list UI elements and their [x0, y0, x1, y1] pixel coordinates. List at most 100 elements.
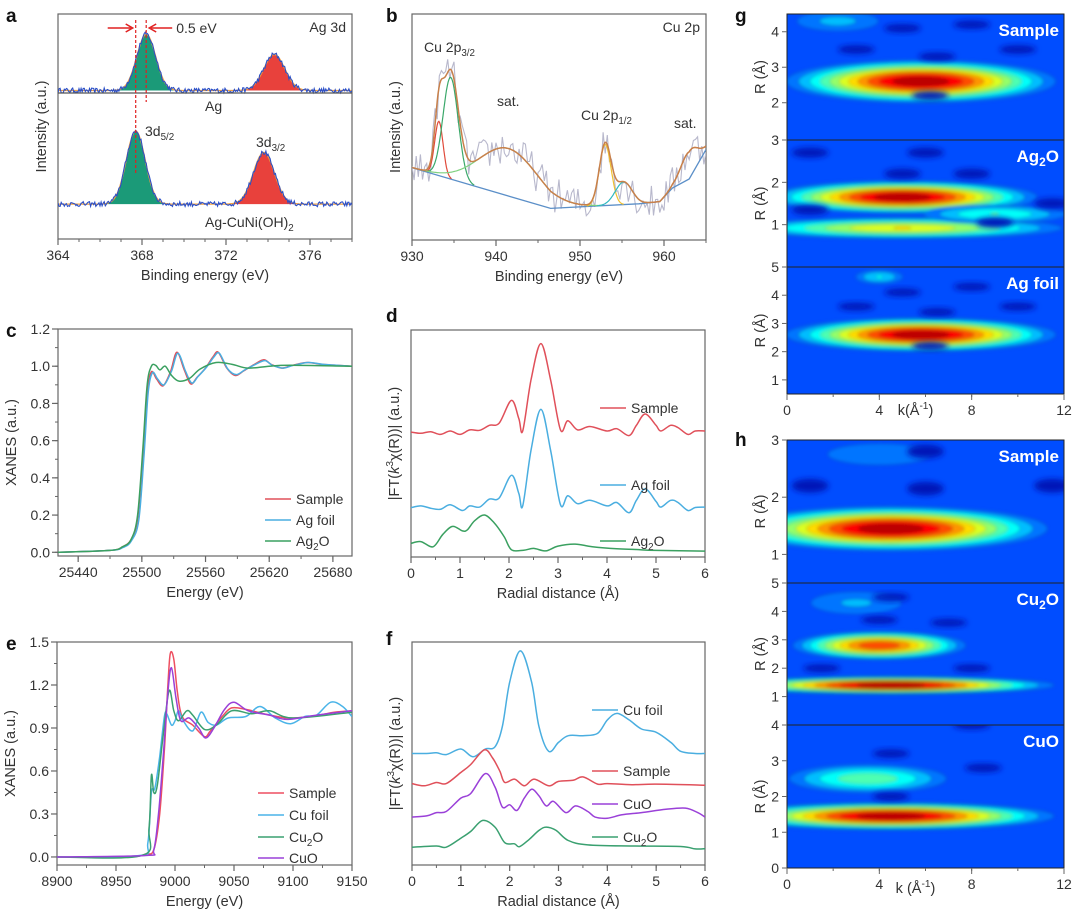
x-tick-label: 9150 — [336, 873, 367, 889]
contour-minimum — [976, 217, 1014, 228]
raw-data-line — [58, 31, 352, 95]
y-tick-label: 3 — [771, 315, 779, 331]
peak-label: sat. — [674, 115, 697, 131]
label-segment: sat. — [497, 93, 520, 109]
contour-minimum — [999, 302, 1037, 311]
legend-label: Sample — [296, 491, 344, 507]
label-segment: Cu — [623, 829, 641, 845]
contour-level — [856, 682, 926, 688]
panel-b: 930 940 950 960 Binding energy (eV) Intensity… — [386, 6, 707, 285]
series-line — [412, 772, 705, 820]
label-segment: sat. — [674, 115, 697, 131]
panel-c: 25440 25500 25560 25620 25680 0.0 0.2 0.4 0.6 0.8… — [4, 321, 353, 601]
y-tick-label: 0 — [771, 860, 779, 876]
label-segment: Sample — [631, 400, 679, 416]
peak-component-fill — [58, 34, 352, 91]
x-tick-label: 3 — [554, 565, 562, 581]
label-segment: |FT( — [388, 784, 404, 810]
panel-label: a — [6, 6, 17, 27]
y-tick-label: 5 — [771, 259, 779, 275]
y-tick-label: 3 — [771, 432, 779, 448]
x-tick-label: 364 — [46, 247, 70, 263]
label-segment: Cu 2p — [581, 107, 619, 123]
legend-label: Sample — [289, 785, 337, 801]
x-axis-title: Radial distance (Å) — [497, 585, 620, 602]
y-axis-title: R (Å) — [752, 187, 769, 221]
contour-level — [857, 523, 924, 534]
fit-component-line — [425, 120, 452, 180]
label-segment: R (Å) — [752, 637, 769, 671]
x-tick-label: 9050 — [218, 873, 249, 889]
label-segment: k — [388, 776, 404, 784]
x-tick-label: 25680 — [313, 564, 352, 580]
label-segment: Ag foil — [296, 512, 335, 528]
contour-group — [787, 180, 1064, 240]
panel-label: g — [735, 6, 747, 27]
legend-label: CuO — [289, 850, 318, 866]
contour-minimum — [907, 481, 944, 496]
label-segment: R (Å) — [752, 495, 769, 529]
x-tick-label: 4 — [603, 873, 611, 889]
label-segment: Ag — [631, 533, 648, 549]
peak-component-fill — [58, 131, 352, 205]
y-axis-title: R (Å) — [752, 637, 769, 671]
label-segment: Intensity (a.u.) — [34, 81, 50, 173]
arrow-left-icon — [147, 23, 173, 33]
contour-minimum — [872, 749, 910, 758]
y-tick-label: 4 — [771, 603, 779, 619]
contour-minimum — [872, 792, 910, 801]
x-axis-title: Energy (eV) — [166, 585, 243, 601]
x-tick-label: 368 — [130, 247, 154, 263]
y-tick-label: 0.6 — [31, 433, 51, 449]
legend-label: Ag foil — [296, 512, 335, 528]
contour-minimum — [791, 478, 829, 493]
contour-level — [892, 76, 950, 87]
y-tick-label: 4 — [771, 287, 779, 303]
contour-minimum — [918, 308, 956, 317]
contour-level — [892, 330, 950, 339]
x-axis-title: k (Å-1) — [896, 879, 936, 897]
x-tick-label: 6 — [701, 565, 709, 581]
legend-label: Cu foil — [623, 702, 663, 718]
label-segment: O — [319, 533, 330, 549]
contour-minimum — [953, 725, 991, 730]
label-segment: 2 — [307, 838, 312, 849]
contour-minimum — [953, 282, 991, 291]
contour-level — [874, 193, 931, 201]
contour-minimum — [907, 147, 944, 158]
label-segment: Binding energy (eV) — [141, 268, 269, 284]
contour-minimum — [918, 52, 956, 61]
raw-data-line — [412, 59, 706, 217]
label-segment: O — [654, 533, 665, 549]
label-segment: 2 — [313, 542, 318, 553]
x-tick-label: 8 — [968, 402, 976, 418]
contour-level — [990, 212, 1000, 216]
series-line — [411, 342, 705, 437]
label-segment: O — [1046, 147, 1059, 166]
label-segment: Binding energy (eV) — [495, 269, 623, 285]
label-segment: Ag — [205, 98, 222, 114]
x-tick-label: 25560 — [186, 564, 225, 580]
label-segment: O — [312, 829, 323, 845]
peak-label: 3d5/2 — [145, 123, 174, 143]
label-segment: O — [646, 829, 657, 845]
y-tick-label: 1 — [771, 689, 779, 705]
map-background — [787, 725, 1064, 868]
plot-frame — [411, 13, 707, 241]
y-tick-label: 1 — [771, 217, 779, 233]
contour-group — [787, 269, 1056, 353]
panel-label: h — [735, 430, 747, 451]
contour-minimum — [1033, 478, 1064, 493]
peak-label: 3d3/2 — [256, 134, 285, 154]
series-line — [57, 701, 352, 858]
legend-label: Ag2O — [631, 533, 665, 553]
x-tick-label: 8 — [968, 876, 976, 892]
y-tick-label: 2 — [771, 95, 779, 111]
x-tick-label: 4 — [875, 876, 883, 892]
x-tick-label: 372 — [214, 247, 238, 263]
contour-level — [840, 598, 872, 607]
label-segment: Ag-CuNi(OH) — [205, 214, 288, 230]
series-line — [412, 749, 705, 787]
